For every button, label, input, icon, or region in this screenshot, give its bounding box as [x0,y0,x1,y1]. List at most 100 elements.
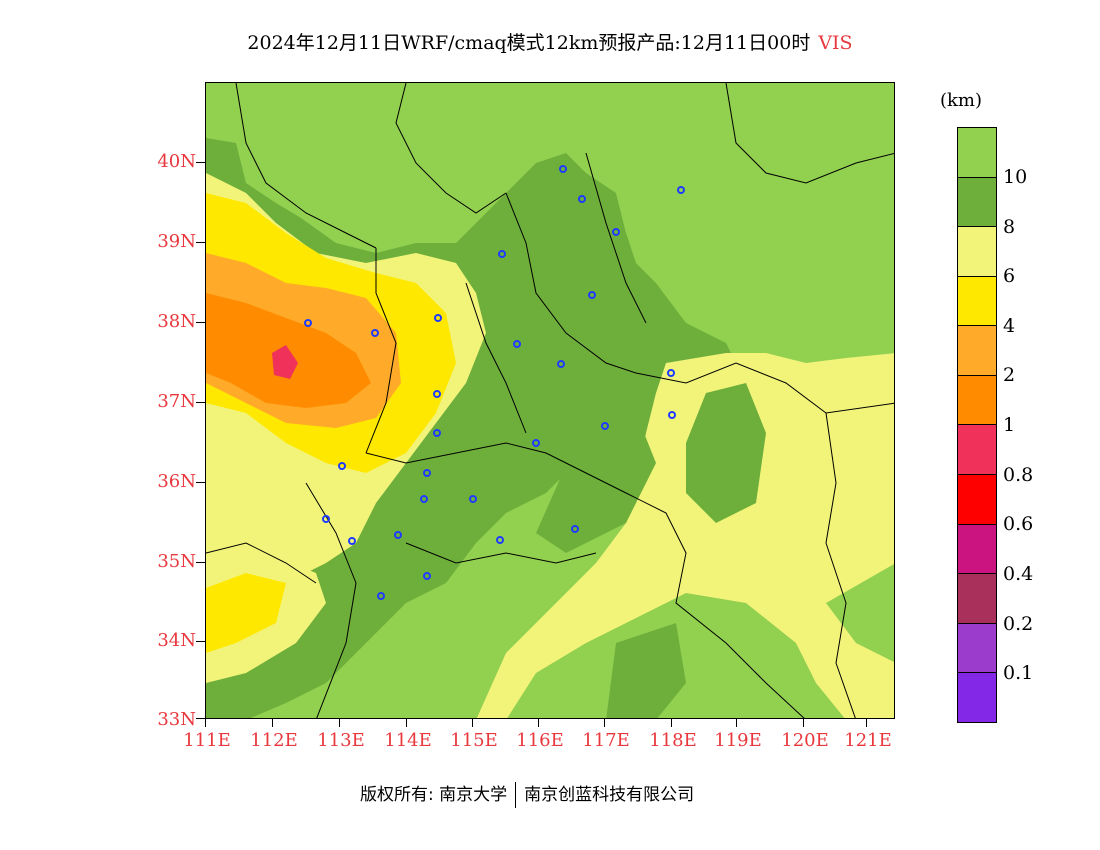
station-marker [601,422,609,430]
station-marker [394,531,402,539]
stations [304,165,685,600]
station-marker [668,411,676,419]
colorbar-segment [958,425,996,476]
lon-tick [272,719,273,727]
lon-tick [406,719,407,727]
colorbar-segment [958,673,996,722]
station-marker [304,319,312,327]
lat-label: 35N [157,551,196,572]
station-marker [496,536,504,544]
station-marker [612,228,620,236]
lon-tick [671,719,672,727]
lon-tick [538,719,539,727]
station-marker [377,592,385,600]
station-marker [513,340,521,348]
lon-tick [736,719,737,727]
colorbar-label: 4 [1003,315,1016,337]
zone-6-8-east [476,353,894,718]
station-marker [423,469,431,477]
lat-tick [196,162,205,163]
map-canvas [206,83,894,718]
lon-label: 120E [781,730,829,751]
lat-label: 38N [157,311,196,332]
zone-0-8-1 [272,345,298,379]
colorbar-segment [958,475,996,525]
lat-label: 37N [157,391,196,412]
colorbar-segment [958,524,996,575]
lat-tick [196,641,205,642]
lon-label: 117E [582,730,630,751]
colorbar-segment [958,128,996,178]
copyright-footer: 版权所有: 南京大学 南京创蓝科技有限公司 [360,780,694,808]
colorbar-label: 0.6 [1003,513,1034,535]
station-marker [423,572,431,580]
station-marker [557,360,565,368]
station-marker [371,329,379,337]
lon-label: 121E [844,730,892,751]
colorbar-segment [958,326,996,376]
lon-label: 111E [183,730,231,751]
colorbar-label: 1 [1003,414,1016,436]
lat-label: 33N [157,709,196,730]
footer-separator [515,782,517,808]
station-marker [571,525,579,533]
station-marker [578,195,586,203]
lon-label: 116E [516,730,564,751]
lon-label: 113E [317,730,365,751]
zone-4-6-south [206,573,286,653]
station-marker [348,537,356,545]
lon-tick [339,719,340,727]
lat-tick [196,718,205,719]
station-marker [469,495,477,503]
colorbar-unit: (km) [940,90,983,111]
lat-label: 34N [157,630,196,651]
colorbar-segment [958,375,996,426]
lon-tick [205,719,206,727]
colorbar-label: 2 [1003,364,1016,386]
station-marker [433,390,441,398]
title-variable: VIS [818,32,853,54]
station-marker [677,186,685,194]
chart-title: 2024年12月11日WRF/cmaq模式12km预报产品:12月11日00时 V… [0,28,1100,55]
station-marker [498,250,506,258]
colorbar-label: 6 [1003,265,1016,287]
footer-right: 南京创蓝科技有限公司 [524,785,695,805]
lon-tick [604,719,605,727]
title-main: 2024年12月11日WRF/cmaq模式12km预报产品:12月11日00时 [247,32,811,54]
lon-label: 114E [384,730,432,751]
station-marker [588,291,596,299]
colorbar-segment [958,623,996,674]
zone-gt10-patch-se [826,564,894,662]
lat-tick [196,482,205,483]
lat-tick [196,242,205,243]
lon-label: 118E [649,730,697,751]
station-marker [559,165,567,173]
lat-tick [196,402,205,403]
colorbar-label: 0.8 [1003,464,1034,486]
colorbar-label: 10 [1003,166,1028,188]
lat-tick [196,322,205,323]
footer-left: 版权所有: 南京大学 [360,785,508,805]
colorbar-segment [958,574,996,624]
station-marker [322,515,330,523]
lon-tick [472,719,473,727]
colorbar [957,127,997,723]
colorbar-segment [958,276,996,327]
colorbar-label: 0.4 [1003,563,1034,585]
station-marker [420,495,428,503]
colorbar-label: 0.2 [1003,613,1034,635]
colorbar-segment [958,227,996,277]
lat-label: 40N [157,151,196,172]
lon-tick [803,719,804,727]
station-marker [667,369,675,377]
lon-label: 119E [714,730,762,751]
station-marker [433,429,441,437]
station-marker [434,314,442,322]
station-marker [532,439,540,447]
zone-8-10-patch-a [686,383,766,523]
lon-label: 115E [450,730,498,751]
boundaries [206,83,894,718]
lon-label: 112E [250,730,298,751]
lat-label: 39N [157,231,196,252]
colorbar-label: 8 [1003,216,1016,238]
